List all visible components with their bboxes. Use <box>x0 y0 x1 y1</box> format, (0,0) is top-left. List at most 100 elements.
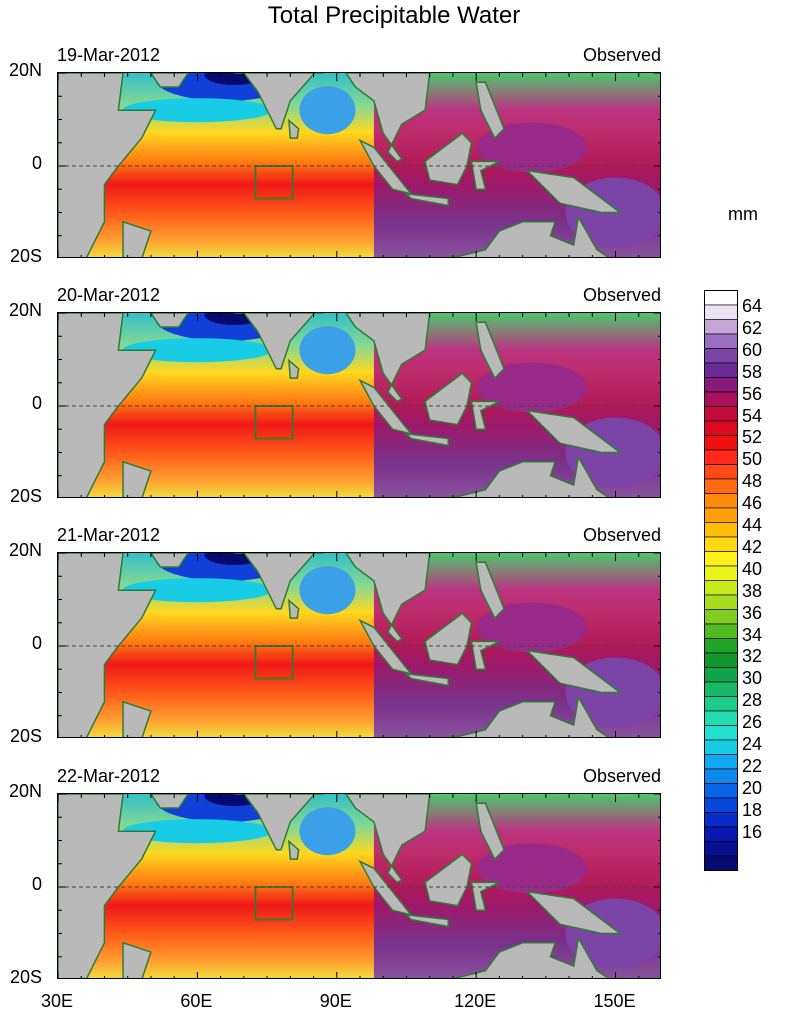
study-box <box>254 165 294 200</box>
colorbar-border <box>704 290 738 871</box>
colorbar-segment <box>704 667 738 683</box>
arabia-land <box>150 313 189 328</box>
bay-dry-region <box>299 326 356 375</box>
units-label: mm <box>728 204 758 224</box>
colorbar-segment <box>704 522 738 538</box>
colorbar-label: 64 <box>742 296 763 316</box>
lat-label: 0 <box>31 633 42 653</box>
colorbar-segment <box>704 739 738 755</box>
colorbar-segment <box>704 507 738 523</box>
precip-map <box>58 553 660 737</box>
lon-label: 30E <box>40 991 74 1011</box>
australia-land <box>453 935 610 978</box>
africa-land <box>58 794 157 978</box>
sulawesi-land <box>470 160 500 190</box>
sulawesi-land <box>470 640 500 670</box>
arabia-land <box>150 794 189 809</box>
arabia-land <box>150 553 189 568</box>
java-land <box>404 913 450 928</box>
study-box <box>254 645 294 680</box>
sumatra-land <box>358 618 414 676</box>
panel-status: Observed <box>582 285 661 305</box>
india-land <box>234 553 324 610</box>
map-panel <box>57 793 661 979</box>
moist-band <box>122 819 273 844</box>
lat-label: 20N <box>8 781 42 801</box>
colorbar-label: 16 <box>742 821 763 842</box>
lat-label: 20S <box>9 486 42 506</box>
lat-label: 20S <box>9 726 42 746</box>
colorbar-segment <box>704 406 738 422</box>
colorbar-segment <box>704 464 738 480</box>
moist-region <box>476 843 587 894</box>
sumatra-land <box>358 859 414 917</box>
newguinea-land <box>525 649 623 694</box>
colorbar-segment <box>704 478 738 494</box>
colorbar-label: 42 <box>742 536 763 557</box>
colorbar-segment <box>704 536 738 552</box>
lon-label: 120E <box>454 991 497 1011</box>
panel-date: 21-Mar-2012 <box>57 525 161 545</box>
africa-land <box>58 553 157 737</box>
sumatra-land <box>358 138 414 196</box>
map-panel <box>57 312 661 498</box>
colorbar-label: 22 <box>742 755 763 776</box>
indochina-land <box>345 553 431 643</box>
colorbar-label: 54 <box>742 405 763 426</box>
colorbar-label: 28 <box>742 690 763 711</box>
colorbar-segment <box>704 768 738 784</box>
sumatra-land <box>358 378 414 436</box>
java-land <box>404 432 450 447</box>
philippines-land <box>475 802 505 861</box>
madagascar-land <box>122 220 152 257</box>
lat-label: 20N <box>8 540 42 560</box>
colorbar-segment <box>704 580 738 596</box>
colorbar-segment <box>704 304 738 320</box>
colorbar-label: 52 <box>742 427 763 448</box>
india-land <box>234 794 324 851</box>
colorbar-segment <box>704 493 738 509</box>
chart-title: Total Precipitable Water <box>267 2 521 29</box>
lat-label: 0 <box>31 393 42 413</box>
study-box <box>254 886 294 921</box>
colorbar-label: 26 <box>742 712 763 733</box>
colorbar-segment <box>704 565 738 581</box>
colorbar-segment <box>704 362 738 378</box>
colorbar-label: 50 <box>742 449 763 470</box>
philippines-land <box>475 321 505 380</box>
sulawesi-land <box>470 400 500 430</box>
africa-land <box>58 73 157 257</box>
moist-band <box>122 98 273 123</box>
colorbar-segment <box>704 435 738 451</box>
colorbar-segment <box>704 826 738 842</box>
colorbar-label: 62 <box>742 317 763 338</box>
arabia-land <box>150 73 189 88</box>
philippines-land <box>475 561 505 620</box>
africa-land <box>58 313 157 497</box>
colorbar-segment <box>704 710 738 726</box>
colorbar-segment <box>704 391 738 407</box>
sulawesi-land <box>470 881 500 911</box>
newguinea-land <box>525 169 623 214</box>
srilanka-land <box>288 839 300 860</box>
colorbar-segment <box>704 638 738 654</box>
colorbar-segment <box>704 783 738 799</box>
newguinea-land <box>525 890 623 935</box>
colorbar-segment <box>704 681 738 697</box>
moist-region <box>476 362 587 413</box>
colorbar-segment <box>704 551 738 567</box>
moist-band <box>122 338 273 363</box>
moist-region <box>476 122 587 173</box>
australia-land <box>453 454 610 497</box>
colorbar-segment <box>704 348 738 364</box>
madagascar-land <box>122 700 152 737</box>
bay-dry-region <box>299 807 356 856</box>
philippines-land <box>475 81 505 140</box>
colorbar-label: 36 <box>742 602 763 623</box>
colorbar-label: 48 <box>742 471 763 492</box>
colorbar-segment <box>704 449 738 465</box>
lon-label: 60E <box>180 991 213 1011</box>
colorbar-label: 34 <box>742 624 763 645</box>
colorbar-label: 20 <box>742 777 763 798</box>
panel-date: 22-Mar-2012 <box>57 766 161 786</box>
